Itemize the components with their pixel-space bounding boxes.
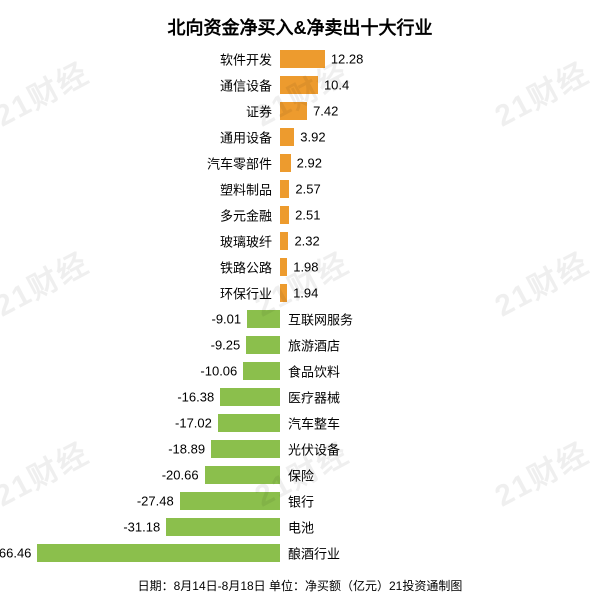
category-label: 证券 (246, 102, 272, 121)
bar-negative (37, 544, 280, 562)
value-label: -20.66 (162, 468, 199, 483)
bar-negative (205, 466, 280, 484)
chart-row: 证券 7.42 (0, 98, 600, 124)
category-label: 互联网服务 (288, 310, 353, 329)
value-label: -16.38 (177, 390, 214, 405)
chart-row: 医疗器械 -16.38 (0, 384, 600, 410)
chart-row: 通用设备 3.92 (0, 124, 600, 150)
value-label: -31.18 (123, 520, 160, 535)
value-label: 2.51 (295, 208, 320, 223)
bar-positive (280, 258, 287, 276)
chart-row: 软件开发 12.28 (0, 46, 600, 72)
value-label: 1.94 (293, 286, 318, 301)
value-label: 2.32 (294, 234, 319, 249)
category-label: 银行 (288, 492, 314, 511)
chart-row: 食品饮料 -10.06 (0, 358, 600, 384)
bar-positive (280, 102, 307, 120)
category-label: 光伏设备 (288, 440, 340, 459)
bar-negative (247, 310, 280, 328)
value-label: -9.25 (211, 338, 241, 353)
category-label: 电池 (288, 518, 314, 537)
value-label: -17.02 (175, 416, 212, 431)
value-label: 7.42 (313, 104, 338, 119)
chart-row: 环保行业 1.94 (0, 280, 600, 306)
value-label: 1.98 (293, 260, 318, 275)
bar-negative (246, 336, 280, 354)
value-label: 10.4 (324, 78, 349, 93)
category-label: 食品饮料 (288, 362, 340, 381)
value-label: 3.92 (300, 130, 325, 145)
value-label: 2.57 (295, 182, 320, 197)
chart-row: 电池 -31.18 (0, 514, 600, 540)
bar-positive (280, 154, 291, 172)
value-label: -18.89 (168, 442, 205, 457)
chart-row: 银行 -27.48 (0, 488, 600, 514)
chart-row: 光伏设备 -18.89 (0, 436, 600, 462)
value-label: -9.01 (211, 312, 241, 327)
bar-positive (280, 76, 318, 94)
category-label: 汽车整车 (288, 414, 340, 433)
chart-row: 酿酒行业 -66.46 (0, 540, 600, 566)
bar-negative (166, 518, 280, 536)
category-label: 保险 (288, 466, 314, 485)
bar-negative (243, 362, 280, 380)
chart-row: 多元金融 2.51 (0, 202, 600, 228)
chart-title: 北向资金净买入&净卖出十大行业 (0, 0, 600, 40)
value-label: -66.46 (0, 546, 31, 561)
category-label: 环保行业 (220, 284, 272, 303)
chart-footer: 日期：8月14日-8月18日 单位：净买额（亿元）21投资通制图 (0, 577, 600, 594)
chart-row: 铁路公路 1.98 (0, 254, 600, 280)
chart-row: 汽车整车 -17.02 (0, 410, 600, 436)
category-label: 玻璃玻纤 (220, 232, 272, 251)
value-label: -10.06 (200, 364, 237, 379)
chart-row: 保险 -20.66 (0, 462, 600, 488)
bar-positive (280, 128, 294, 146)
category-label: 软件开发 (220, 50, 272, 69)
bar-positive (280, 284, 287, 302)
value-label: 12.28 (331, 52, 364, 67)
category-label: 酿酒行业 (288, 544, 340, 563)
category-label: 旅游酒店 (288, 336, 340, 355)
chart-row: 旅游酒店 -9.25 (0, 332, 600, 358)
chart-row: 塑料制品 2.57 (0, 176, 600, 202)
category-label: 通信设备 (220, 76, 272, 95)
chart-row: 通信设备 10.4 (0, 72, 600, 98)
bar-positive (280, 206, 289, 224)
value-label: -27.48 (137, 494, 174, 509)
bar-positive (280, 50, 325, 68)
chart-row: 汽车零部件 2.92 (0, 150, 600, 176)
bar-negative (218, 414, 280, 432)
bar-negative (220, 388, 280, 406)
value-label: 2.92 (297, 156, 322, 171)
bar-negative (180, 492, 280, 510)
category-label: 铁路公路 (220, 258, 272, 277)
bar-positive (280, 180, 289, 198)
bar-negative (211, 440, 280, 458)
category-label: 多元金融 (220, 206, 272, 225)
category-label: 汽车零部件 (207, 154, 272, 173)
category-label: 医疗器械 (288, 388, 340, 407)
bar-positive (280, 232, 288, 250)
category-label: 塑料制品 (220, 180, 272, 199)
chart-row: 互联网服务 -9.01 (0, 306, 600, 332)
bar-chart: 软件开发 12.28 通信设备 10.4 证券 7.42 通用设备 3.92 汽车零部件 2.92… (0, 46, 600, 566)
chart-row: 玻璃玻纤 2.32 (0, 228, 600, 254)
category-label: 通用设备 (220, 128, 272, 147)
